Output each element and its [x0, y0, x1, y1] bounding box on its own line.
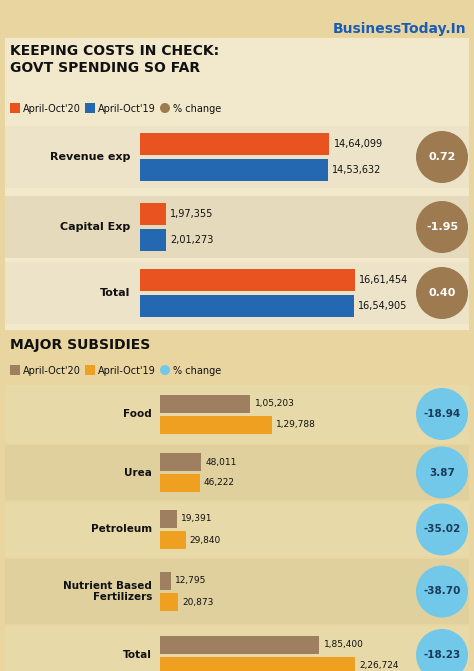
- Text: BusinessToday.In: BusinessToday.In: [332, 22, 466, 36]
- Text: 48,011: 48,011: [205, 458, 237, 466]
- Bar: [140, 133, 329, 155]
- Circle shape: [160, 365, 170, 375]
- Bar: [5, 445, 469, 500]
- Text: -18.23: -18.23: [423, 650, 461, 660]
- Text: 12,795: 12,795: [175, 576, 206, 586]
- Bar: [160, 415, 272, 433]
- Bar: [140, 269, 355, 291]
- Text: April-Oct'20: April-Oct'20: [23, 366, 81, 376]
- Bar: [85, 103, 95, 113]
- Text: 1,85,400: 1,85,400: [323, 640, 364, 649]
- Bar: [5, 385, 469, 443]
- Bar: [10, 103, 20, 113]
- Text: 0.40: 0.40: [428, 288, 456, 298]
- Text: Nutrient Based
Fertilizers: Nutrient Based Fertilizers: [63, 580, 152, 603]
- Text: Total: Total: [123, 650, 152, 660]
- Text: Total: Total: [100, 288, 130, 298]
- Bar: [160, 510, 177, 528]
- Bar: [140, 159, 328, 181]
- Circle shape: [416, 267, 468, 319]
- Circle shape: [416, 503, 468, 556]
- Text: -1.95: -1.95: [426, 222, 458, 232]
- Text: 1,97,355: 1,97,355: [170, 209, 213, 219]
- Text: 19,391: 19,391: [181, 515, 212, 523]
- Text: 0.72: 0.72: [428, 152, 456, 162]
- Text: Food: Food: [123, 409, 152, 419]
- Circle shape: [416, 629, 468, 671]
- Bar: [5, 38, 469, 330]
- Text: Petroleum: Petroleum: [91, 525, 152, 535]
- Text: KEEPING COSTS IN CHECK:
GOVT SPENDING SO FAR: KEEPING COSTS IN CHECK: GOVT SPENDING SO…: [10, 44, 219, 74]
- Text: -35.02: -35.02: [423, 525, 461, 535]
- Bar: [160, 635, 319, 654]
- Text: 46,222: 46,222: [204, 478, 235, 488]
- Bar: [10, 365, 20, 375]
- Bar: [160, 395, 250, 413]
- Text: 16,61,454: 16,61,454: [359, 275, 408, 285]
- Text: 14,64,099: 14,64,099: [334, 139, 383, 149]
- Bar: [160, 531, 186, 549]
- Text: -38.70: -38.70: [423, 586, 461, 597]
- Text: -18.94: -18.94: [423, 409, 461, 419]
- Circle shape: [160, 103, 170, 113]
- Text: 1,05,203: 1,05,203: [255, 399, 294, 408]
- Text: 2,26,724: 2,26,724: [359, 661, 399, 670]
- Text: % change: % change: [173, 366, 221, 376]
- Bar: [5, 502, 469, 557]
- Bar: [85, 365, 95, 375]
- Bar: [140, 295, 354, 317]
- Text: Revenue exp: Revenue exp: [50, 152, 130, 162]
- Bar: [160, 474, 200, 492]
- Circle shape: [416, 131, 468, 183]
- Bar: [160, 453, 201, 471]
- Bar: [5, 626, 469, 671]
- Circle shape: [416, 566, 468, 617]
- Text: April-Oct'20: April-Oct'20: [23, 104, 81, 114]
- Bar: [160, 572, 171, 590]
- Text: 20,873: 20,873: [182, 597, 213, 607]
- Text: 14,53,632: 14,53,632: [332, 165, 382, 175]
- Text: 29,840: 29,840: [190, 535, 221, 544]
- Bar: [5, 196, 469, 258]
- Text: April-Oct'19: April-Oct'19: [98, 104, 156, 114]
- Text: 16,54,905: 16,54,905: [358, 301, 408, 311]
- Bar: [5, 559, 469, 624]
- Text: Urea: Urea: [124, 468, 152, 478]
- Text: April-Oct'19: April-Oct'19: [98, 366, 156, 376]
- Text: % change: % change: [173, 104, 221, 114]
- Text: Capital Exp: Capital Exp: [60, 222, 130, 232]
- Bar: [140, 229, 166, 251]
- Text: 3.87: 3.87: [429, 468, 455, 478]
- Circle shape: [416, 201, 468, 253]
- Bar: [160, 656, 355, 671]
- Bar: [5, 126, 469, 188]
- Text: 2,01,273: 2,01,273: [170, 235, 213, 245]
- Bar: [160, 593, 178, 611]
- Bar: [140, 203, 165, 225]
- Bar: [5, 262, 469, 324]
- Circle shape: [416, 388, 468, 440]
- Text: MAJOR SUBSIDIES: MAJOR SUBSIDIES: [10, 338, 150, 352]
- Circle shape: [416, 446, 468, 499]
- Text: 1,29,788: 1,29,788: [275, 420, 316, 429]
